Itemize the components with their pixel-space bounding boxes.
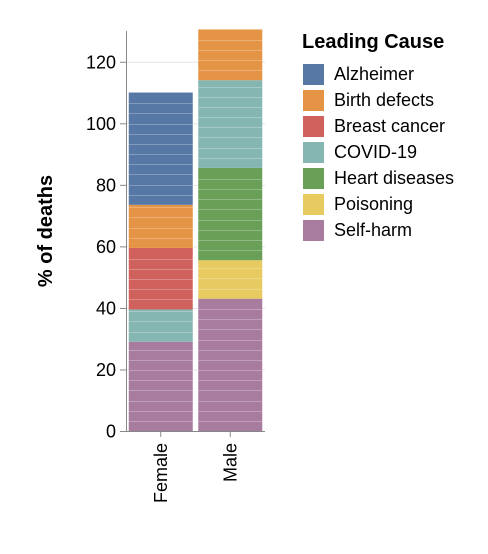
y-tick-label-120: 120 [86, 52, 116, 72]
y-tick-label-60: 60 [96, 237, 116, 257]
bar-segment-male-poisoning [198, 260, 263, 299]
y-axis-title: % of deaths [35, 175, 57, 287]
legend-label-alzheimer: Alzheimer [334, 64, 414, 84]
y-tick-label-80: 80 [96, 175, 116, 195]
legend-label-self-harm: Self-harm [334, 220, 412, 240]
legend-swatch-poisoning [303, 194, 324, 215]
legend-label-covid-19: COVID-19 [334, 142, 417, 162]
x-tick-label-female: Female [151, 443, 171, 503]
legend-label-breast-cancer: Breast cancer [334, 116, 445, 136]
legend-swatch-breast-cancer [303, 116, 324, 137]
legend-swatch-covid-19 [303, 142, 324, 163]
legend-label-birth-defects: Birth defects [334, 90, 434, 110]
bar-segment-female-self-harm [128, 341, 193, 431]
legend-swatch-birth-defects [303, 90, 324, 111]
legend-label-poisoning: Poisoning [334, 194, 413, 214]
legend-swatch-self-harm [303, 220, 324, 241]
legend-swatch-heart-diseases [303, 168, 324, 189]
axes: 0 20 40 60 80 100 120 Female Male [86, 31, 265, 503]
legend-label-heart-diseases: Heart diseases [334, 168, 454, 188]
x-tick-label-male: Male [220, 443, 240, 482]
y-tick-label-0: 0 [106, 422, 116, 442]
bar-segment-male-self-harm [198, 298, 263, 431]
bar-segment-female-covid-19 [128, 309, 193, 342]
bar-segment-male-heart-diseases [198, 167, 263, 261]
y-tick-label-40: 40 [96, 298, 116, 318]
bar-segment-male-covid-19 [198, 80, 263, 168]
bar-segment-male-birth-defects [198, 29, 263, 81]
bar-segment-female-birth-defects [128, 204, 193, 248]
y-tick-label-100: 100 [86, 114, 116, 134]
legend: Alzheimer Birth defects Breast cancer COVID… [303, 64, 454, 241]
legend-swatch-alzheimer [303, 64, 324, 85]
bar-segment-female-alzheimer [128, 92, 193, 205]
bar-segment-female-breast-cancer [128, 247, 193, 310]
y-tick-label-20: 20 [96, 360, 116, 380]
legend-title: Leading Cause [302, 31, 444, 53]
bar-segments [128, 29, 263, 431]
